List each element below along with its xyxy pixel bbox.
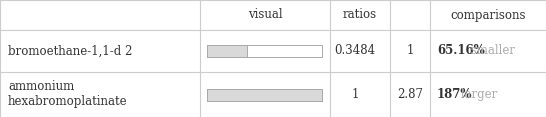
Text: 1: 1 — [351, 88, 359, 101]
Text: visual: visual — [248, 9, 282, 22]
Bar — [207, 45, 322, 57]
Bar — [207, 88, 322, 101]
Text: ratios: ratios — [343, 9, 377, 22]
Text: 1: 1 — [406, 44, 414, 57]
Text: ammonium
hexabromoplatinate: ammonium hexabromoplatinate — [8, 80, 128, 108]
Text: 2.87: 2.87 — [397, 88, 423, 101]
Text: 65.16%: 65.16% — [437, 44, 485, 57]
Text: smaller: smaller — [467, 44, 515, 57]
Bar — [207, 88, 322, 101]
Text: larger: larger — [457, 88, 497, 101]
Text: 187%: 187% — [437, 88, 472, 101]
Text: bromoethane-1,1-d 2: bromoethane-1,1-d 2 — [8, 44, 132, 57]
Text: 0.3484: 0.3484 — [335, 44, 376, 57]
Bar — [207, 45, 247, 57]
Text: comparisons: comparisons — [450, 9, 526, 22]
